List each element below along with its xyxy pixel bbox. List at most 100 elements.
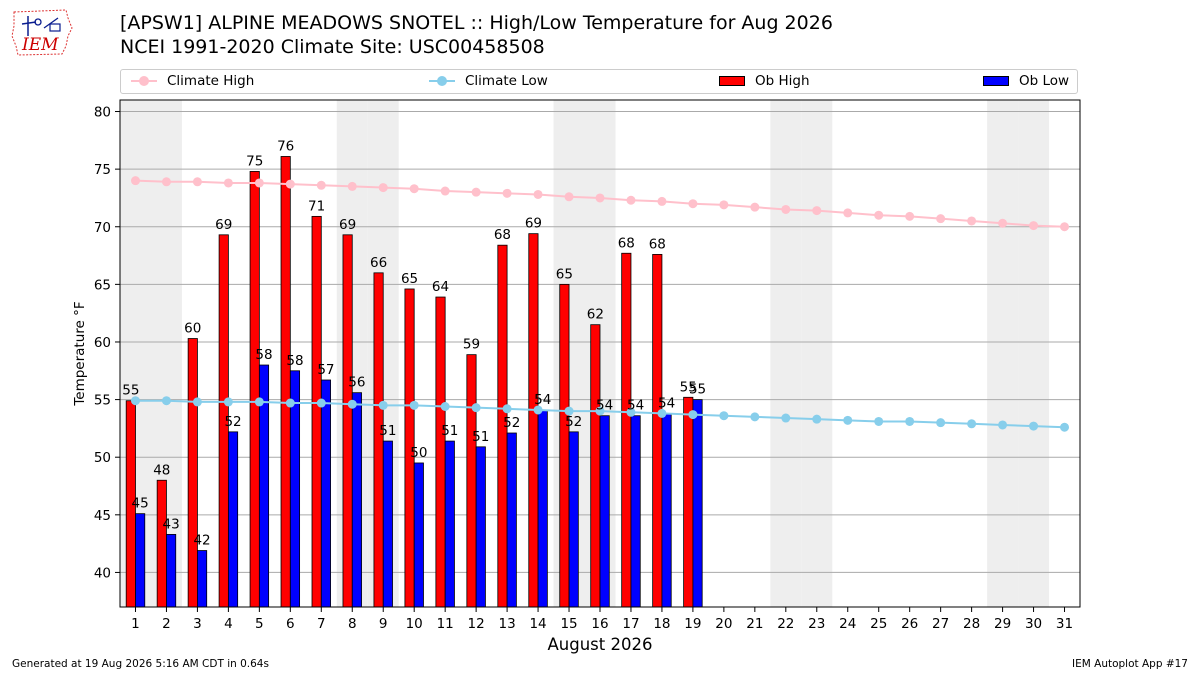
ob-low-bar <box>197 550 208 608</box>
y-tick-label: 75 <box>94 162 111 178</box>
ob-high-bar <box>342 234 353 608</box>
chart-title: [APSW1] ALPINE MEADOWS SNOTEL :: High/Lo… <box>120 12 833 34</box>
ob-low-bar <box>444 440 455 608</box>
ob-low-label: 55 <box>689 382 706 398</box>
legend-climate-low: Climate Low <box>429 73 548 89</box>
climate-low-point <box>905 416 915 426</box>
ob-high-bar <box>249 171 260 608</box>
ob-low-bar <box>630 415 641 608</box>
ob-high-label: 76 <box>277 138 294 154</box>
climate-high-point <box>378 183 388 193</box>
x-tick-label: 22 <box>777 616 794 632</box>
y-axis-label: Temperature °F <box>72 301 88 406</box>
ob-low-label: 54 <box>658 395 675 411</box>
climate-low-point <box>161 396 171 406</box>
climate-high-point <box>440 186 450 196</box>
climate-low-point <box>719 411 729 421</box>
climate-low-point <box>998 420 1008 430</box>
ob-low-label: 54 <box>534 392 551 408</box>
climate-low-point <box>967 419 977 429</box>
ob-high-label: 66 <box>370 255 387 271</box>
ob-low-swatch-icon <box>983 76 1009 86</box>
ob-low-bar <box>227 431 239 608</box>
ob-low-label: 52 <box>224 414 241 430</box>
ob-high-label: 69 <box>525 216 542 232</box>
ob-low-label: 50 <box>410 445 427 461</box>
climate-high-point <box>316 180 326 190</box>
x-tick-label: 14 <box>529 616 546 632</box>
x-tick-label: 12 <box>468 616 485 632</box>
y-tick-label: 65 <box>94 277 111 293</box>
x-tick-label: 31 <box>1056 616 1073 632</box>
climate-high-point <box>533 189 543 199</box>
ob-low-label: 54 <box>596 398 613 414</box>
x-axis-label: August 2026 <box>548 635 653 654</box>
climate-low-point <box>781 413 791 423</box>
x-tick-label: 26 <box>901 616 918 632</box>
x-tick-label: 11 <box>437 616 454 632</box>
climate-high-point <box>254 178 264 188</box>
y-tick-label: 50 <box>94 450 111 466</box>
ob-low-bar <box>537 409 548 608</box>
x-tick-label: 25 <box>870 616 887 632</box>
x-tick-label: 20 <box>715 616 732 632</box>
climate-high-point <box>564 192 574 202</box>
ob-high-bar <box>311 215 322 608</box>
x-tick-label: 6 <box>286 616 295 632</box>
climate-high-point <box>192 177 202 187</box>
climate-low-point <box>533 405 543 415</box>
climate-high-point <box>874 210 884 220</box>
ob-low-bar <box>506 432 517 608</box>
climate-low-point <box>657 408 667 418</box>
x-tick-label: 10 <box>406 616 423 632</box>
ob-high-label: 71 <box>308 198 325 214</box>
ob-low-bar <box>692 399 703 608</box>
climate-low-point <box>936 418 946 428</box>
climate-low-point <box>1060 422 1070 432</box>
weekend-band <box>987 100 1019 607</box>
x-tick-label: 24 <box>839 616 856 632</box>
ob-high-bar <box>466 354 477 608</box>
ob-high-label: 62 <box>587 307 604 323</box>
climate-low-point <box>440 402 450 412</box>
ob-high-bar <box>187 338 198 608</box>
ob-high-label: 60 <box>184 321 201 337</box>
ob-low-bar <box>135 513 146 608</box>
climate-high-point <box>905 211 915 221</box>
x-tick-label: 4 <box>224 616 233 632</box>
ob-high-label: 65 <box>556 266 573 282</box>
ob-high-label: 69 <box>339 217 356 233</box>
climate-high-point <box>130 176 140 186</box>
ob-low-label: 52 <box>503 415 520 431</box>
ob-high-label: 68 <box>618 235 635 251</box>
climate-high-point <box>223 178 233 188</box>
ob-high-label: 68 <box>494 227 511 243</box>
climate-low-point <box>626 407 636 417</box>
climate-high-point <box>595 193 605 203</box>
climate-low-point <box>688 410 698 420</box>
climate-low-point <box>285 398 295 408</box>
climate-high-point <box>781 204 791 214</box>
ob-high-bar <box>683 396 694 608</box>
x-tick-label: 2 <box>162 616 171 632</box>
climate-high-point <box>998 218 1008 228</box>
ob-low-label: 51 <box>441 423 458 439</box>
y-tick-label: 40 <box>94 565 111 581</box>
ob-low-bar <box>351 392 362 608</box>
weekend-band <box>801 100 833 607</box>
x-tick-label: 13 <box>499 616 516 632</box>
legend-ob-low: Ob Low <box>983 73 1069 89</box>
x-tick-label: 16 <box>591 616 608 632</box>
ob-high-label: 68 <box>649 236 666 252</box>
legend-ob-low-label: Ob Low <box>1019 73 1070 89</box>
ob-low-label: 54 <box>627 398 644 414</box>
ob-low-bar <box>568 431 579 608</box>
ob-low-bar <box>320 379 331 608</box>
ob-high-bar <box>559 283 570 608</box>
climate-high-point <box>347 181 357 191</box>
climate-high-point <box>626 195 636 205</box>
x-tick-label: 28 <box>963 616 980 632</box>
generated-timestamp: Generated at 19 Aug 2026 5:16 AM CDT in … <box>12 658 269 670</box>
x-tick-label: 30 <box>1025 616 1042 632</box>
